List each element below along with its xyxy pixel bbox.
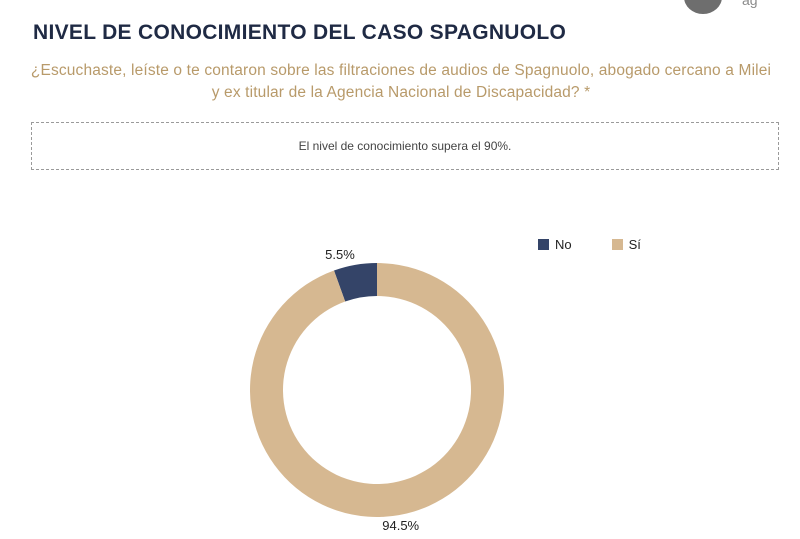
survey-question: ¿Escuchaste, leíste o te contaron sobre … bbox=[30, 62, 772, 101]
brand-logo-icon bbox=[684, 0, 722, 14]
page-title: NIVEL DE CONOCIMIENTO DEL CASO SPAGNUOLO bbox=[33, 21, 567, 44]
legend-swatch-no bbox=[538, 239, 549, 250]
brand-text-fragment: ag bbox=[742, 0, 758, 8]
legend-label-si: Sí bbox=[628, 237, 641, 252]
insight-text: El nivel de conocimiento supera el 90%. bbox=[298, 139, 512, 153]
data-label-no: 5.5% bbox=[325, 247, 355, 262]
insight-box: El nivel de conocimiento supera el 90%. bbox=[31, 122, 779, 170]
legend-item-si: Sí bbox=[611, 237, 641, 252]
donut-slices bbox=[249, 263, 505, 517]
legend-swatch-si bbox=[611, 239, 623, 250]
legend-item-no: No bbox=[538, 237, 572, 252]
legend-label-no: No bbox=[555, 237, 572, 252]
donut-slice-si bbox=[249, 263, 505, 517]
data-label-si: 94.5% bbox=[382, 518, 419, 533]
donut-slice-no bbox=[333, 263, 377, 302]
chart-legend: No Sí bbox=[538, 237, 641, 252]
